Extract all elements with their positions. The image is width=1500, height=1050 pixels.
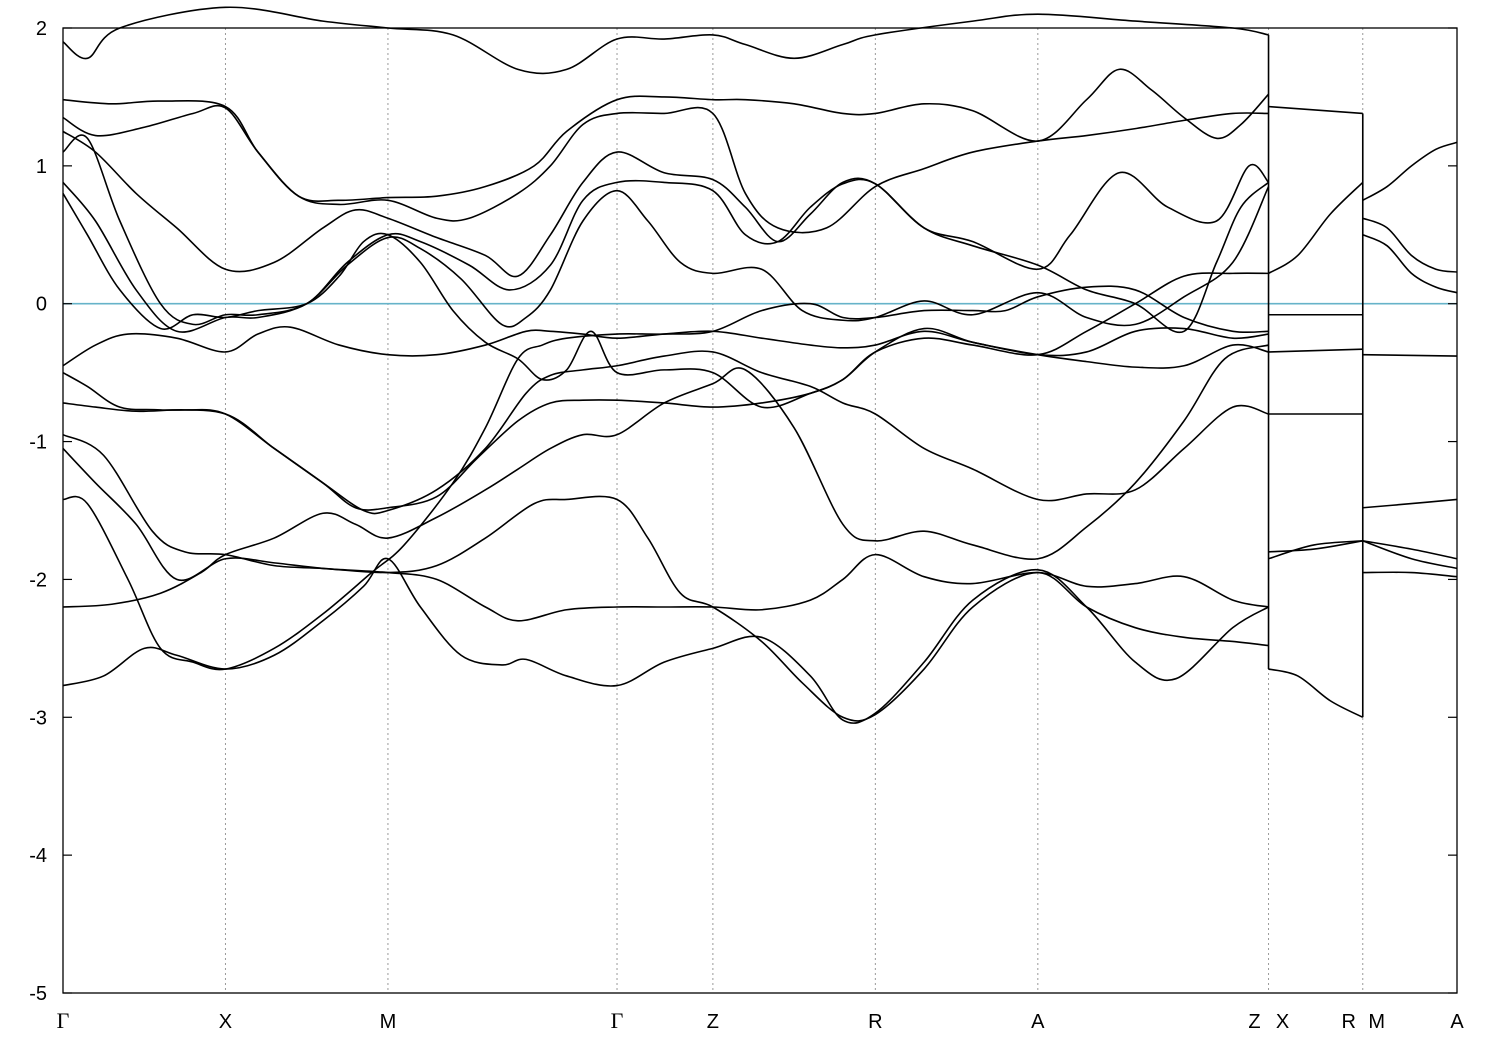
y-tick-label: -2 [29,569,47,591]
kpoint-label: Γ [57,1008,70,1033]
band-line [1268,668,1364,718]
y-axis-ticks: -5 -4 -3 -2 -1 0 1 2 [29,18,1457,1005]
kpoint-label: M [380,1011,397,1033]
band-line [62,350,1269,515]
y-tick-label: 2 [36,18,47,40]
kpoint-label: A [1031,1011,1045,1033]
band-line [1268,540,1363,553]
plot-frame [62,27,1458,994]
band-line [62,447,1269,622]
kpoint-label: Z [707,1011,719,1033]
band-line [1268,181,1364,275]
kpoint-label: A [1450,1011,1464,1033]
kpoint-label: M [1368,1011,1385,1033]
band-line [62,130,1270,278]
y-tick-label: 1 [36,156,47,178]
y-tick-label: -3 [29,707,47,729]
band-line [1362,540,1458,560]
band-line [1362,498,1458,509]
band-line [62,325,1269,367]
band-line [1362,571,1458,578]
y-tick-label: -5 [29,983,47,1005]
kpoint-label: R [1342,1011,1356,1033]
band-line [62,104,1269,234]
kpoint-label: X [1276,1011,1289,1033]
band-line [62,134,1270,334]
band-line [1268,348,1363,353]
y-tick-label: 0 [36,294,47,316]
y-tick-label: -4 [29,845,47,867]
band-line [1268,105,1363,115]
kpoint-label: Z [1248,1011,1260,1033]
band-line [1362,234,1458,294]
band-line [62,344,1269,608]
band-line [62,285,1269,671]
kpoint-label: R [868,1011,882,1033]
band-lines [62,6,1458,724]
band-line [1268,540,1363,560]
band-line [1362,141,1458,202]
band-line [62,193,1269,409]
kpoint-gridlines [224,28,1364,993]
band-line [62,433,1269,722]
band-line [1362,353,1458,357]
y-tick-label: -1 [29,432,47,454]
band-line [62,181,1270,333]
band-line [62,6,1269,75]
kpoint-label: X [219,1011,232,1033]
band-line [62,68,1270,202]
kpoint-label: Γ [611,1008,624,1033]
band-line [1362,217,1458,273]
band-line [62,557,1269,724]
band-line [1362,540,1458,570]
